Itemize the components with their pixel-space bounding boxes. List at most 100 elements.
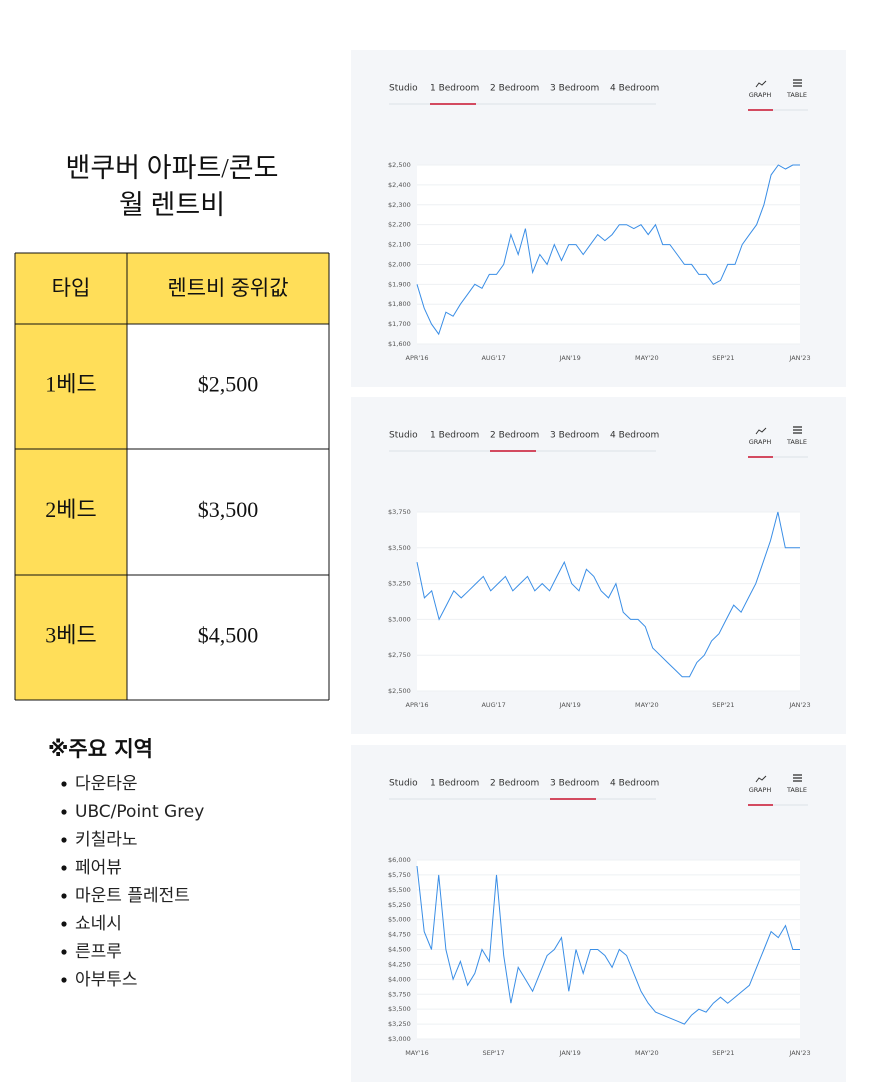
- table-cell: $4,500: [198, 623, 259, 648]
- y-tick-label: $2,200: [388, 221, 411, 229]
- tab[interactable]: 3 Bedroom: [550, 431, 599, 441]
- x-tick-label: MAY'20: [635, 701, 659, 709]
- y-tick-label: $4,000: [388, 975, 411, 983]
- region-item: UBC/Point Grey: [75, 802, 204, 822]
- bullet: [61, 865, 67, 871]
- x-tick-label: JAN'23: [788, 354, 810, 362]
- x-tick-label: JAN'19: [559, 1049, 581, 1057]
- bullet: [61, 977, 67, 983]
- graph-icon: [755, 427, 767, 435]
- y-tick-label: $3,500: [388, 1005, 411, 1013]
- bullet: [61, 809, 67, 815]
- table-cell: 1베드: [45, 372, 96, 397]
- x-tick-label: JAN'19: [559, 701, 581, 709]
- x-tick-label: MAY'16: [405, 1049, 429, 1057]
- rent-line: [416, 511, 800, 678]
- tab[interactable]: Studio: [389, 431, 418, 441]
- region-item: 키칠라노: [75, 830, 138, 850]
- tab[interactable]: 4 Bedroom: [610, 84, 659, 94]
- plot-area: [417, 165, 800, 344]
- tab[interactable]: 2 Bedroom: [490, 779, 539, 789]
- x-tick-label: AUG'17: [481, 354, 505, 362]
- heading-line: 밴쿠버 아파트/콘도: [66, 153, 279, 183]
- view-toggle[interactable]: GRAPH: [749, 786, 772, 794]
- y-tick-label: $2,400: [388, 181, 411, 189]
- tab[interactable]: Studio: [389, 779, 418, 789]
- y-tick-label: $1,800: [388, 300, 411, 308]
- y-tick-label: $2,750: [388, 651, 411, 659]
- tab[interactable]: Studio: [389, 84, 418, 94]
- region-item: 마운트 플레전트: [75, 886, 190, 906]
- bullet: [61, 893, 67, 899]
- bullet: [61, 949, 67, 955]
- view-toggle[interactable]: GRAPH: [749, 438, 772, 446]
- table-cell: 3베드: [45, 623, 96, 648]
- y-tick-label: $2,000: [388, 260, 411, 268]
- y-tick-label: $2,300: [388, 201, 411, 209]
- type-cell-bg: [15, 575, 127, 700]
- tab[interactable]: 3 Bedroom: [550, 779, 599, 789]
- x-tick-label: MAY'20: [635, 1049, 659, 1057]
- tab[interactable]: 1 Bedroom: [430, 779, 479, 789]
- x-tick-label: JAN'23: [788, 701, 810, 709]
- y-tick-label: $4,250: [388, 960, 411, 968]
- bullet: [61, 837, 67, 843]
- view-toggle[interactable]: TABLE: [786, 91, 807, 99]
- y-tick-label: $3,000: [388, 615, 411, 623]
- y-tick-label: $3,000: [388, 1035, 411, 1043]
- bullet: [61, 781, 67, 787]
- y-tick-label: $1,900: [388, 280, 411, 288]
- y-tick-label: $2,100: [388, 241, 411, 249]
- tab[interactable]: 2 Bedroom: [490, 84, 539, 94]
- table-header-cell: 렌트비 중위값: [167, 276, 288, 300]
- y-tick-label: $1,600: [388, 340, 411, 348]
- region-item: 다운타운: [75, 774, 138, 794]
- y-tick-label: $4,750: [388, 931, 411, 939]
- y-tick-label: $4,500: [388, 946, 411, 954]
- table-cell: 2베드: [45, 497, 96, 522]
- y-tick-label: $5,000: [388, 916, 411, 924]
- graph-icon: [755, 775, 767, 783]
- y-tick-label: $5,750: [388, 871, 411, 879]
- tab[interactable]: 4 Bedroom: [610, 431, 659, 441]
- type-cell-bg: [15, 324, 127, 449]
- x-tick-label: AUG'17: [481, 701, 505, 709]
- graph-icon: [755, 80, 767, 88]
- view-toggle[interactable]: TABLE: [786, 438, 807, 446]
- y-tick-label: $6,000: [388, 856, 411, 864]
- y-tick-label: $5,250: [388, 901, 411, 909]
- y-tick-label: $3,750: [388, 508, 411, 516]
- y-tick-label: $3,750: [388, 990, 411, 998]
- view-toggle[interactable]: TABLE: [786, 786, 807, 794]
- y-tick-label: $3,250: [388, 1020, 411, 1028]
- tab[interactable]: 4 Bedroom: [610, 779, 659, 789]
- region-item: 른프루: [75, 942, 122, 962]
- x-tick-label: SEP'21: [712, 701, 734, 709]
- rent-line: [416, 164, 800, 336]
- table-header-cell: 타입: [52, 276, 91, 300]
- x-tick-label: MAY'20: [635, 354, 659, 362]
- x-tick-label: JAN'23: [788, 1049, 810, 1057]
- tab[interactable]: 1 Bedroom: [430, 84, 479, 94]
- x-tick-label: APR'16: [406, 354, 429, 362]
- y-tick-label: $1,700: [388, 320, 411, 328]
- table-header-bg: [15, 253, 329, 324]
- x-tick-label: JAN'19: [559, 354, 581, 362]
- view-toggle[interactable]: GRAPH: [749, 91, 772, 99]
- x-tick-label: SEP'21: [712, 354, 734, 362]
- region-item: 페어뷰: [75, 858, 122, 878]
- tab[interactable]: 2 Bedroom: [490, 431, 539, 441]
- tab[interactable]: 3 Bedroom: [550, 84, 599, 94]
- region-item: 아부투스: [75, 970, 138, 990]
- bullet: [61, 921, 67, 927]
- y-tick-label: $2,500: [388, 161, 411, 169]
- y-tick-label: $5,500: [388, 886, 411, 894]
- x-tick-label: APR'16: [406, 701, 429, 709]
- y-tick-label: $3,500: [388, 544, 411, 552]
- tab[interactable]: 1 Bedroom: [430, 431, 479, 441]
- type-cell-bg: [15, 449, 127, 575]
- region-item: 쇼네시: [75, 914, 122, 934]
- x-tick-label: SEP'21: [712, 1049, 734, 1057]
- y-tick-label: $3,250: [388, 580, 411, 588]
